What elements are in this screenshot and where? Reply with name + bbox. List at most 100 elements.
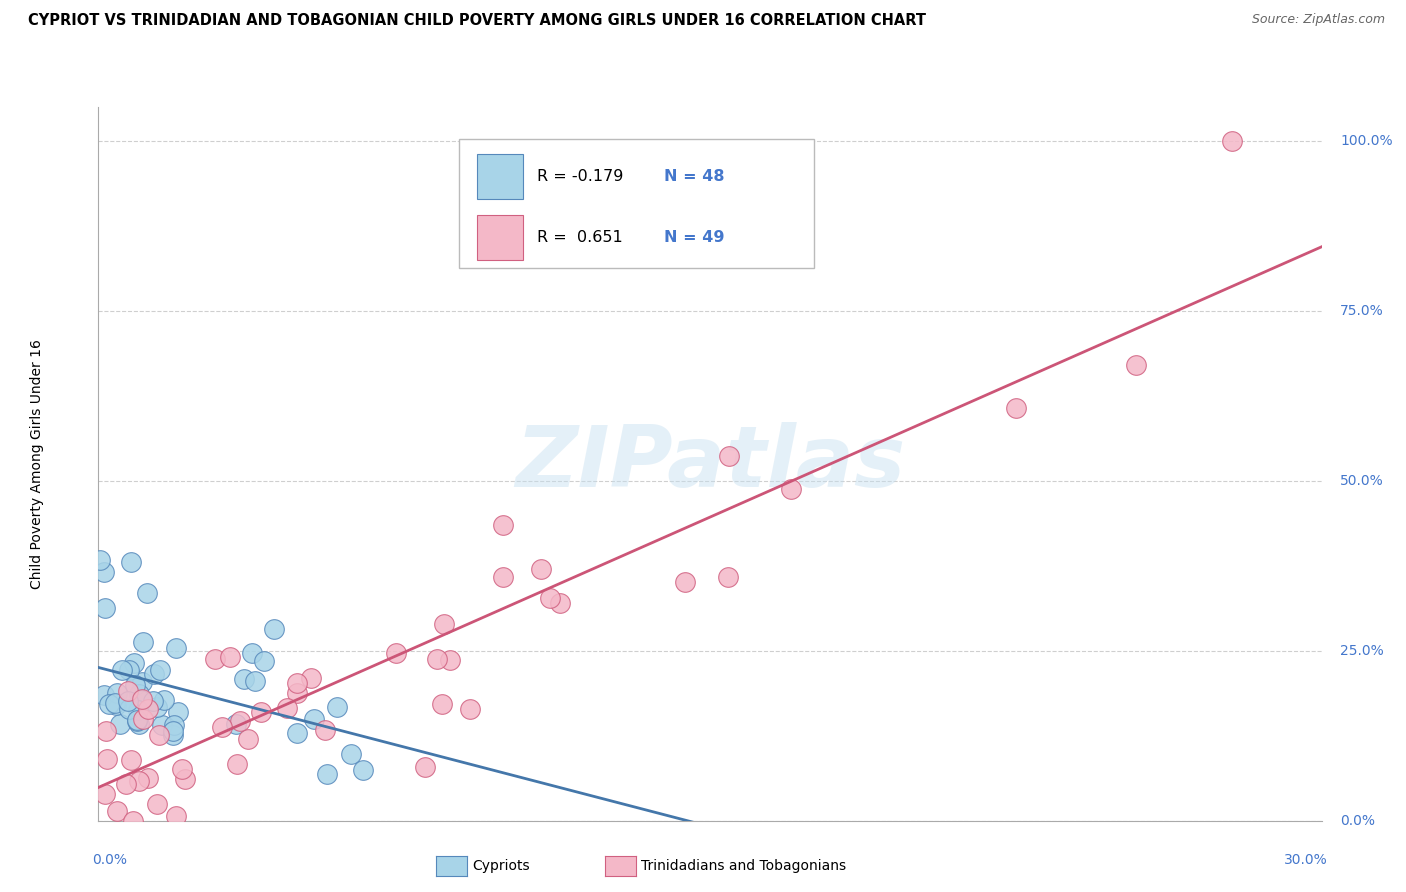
Point	[94, 724, 117, 739]
Point	[98, 697, 121, 711]
Point	[1004, 401, 1026, 416]
Point	[276, 701, 298, 715]
Text: Trinidadians and Tobagonians: Trinidadians and Tobagonians	[641, 859, 846, 873]
Point	[122, 657, 145, 671]
Point	[170, 762, 193, 776]
Point	[89, 553, 111, 567]
Point	[132, 712, 155, 726]
Text: 0.0%: 0.0%	[93, 853, 128, 867]
Point	[93, 600, 115, 615]
Point	[105, 805, 128, 819]
Point	[120, 753, 142, 767]
Point	[413, 759, 436, 773]
Point	[136, 586, 159, 600]
Point	[285, 726, 308, 740]
Point	[253, 654, 276, 668]
Point	[219, 649, 242, 664]
Point	[285, 686, 308, 700]
Point	[104, 696, 127, 710]
Point	[285, 675, 308, 690]
Point	[236, 732, 259, 747]
Text: CYPRIOT VS TRINIDADIAN AND TOBAGONIAN CHILD POVERTY AMONG GIRLS UNDER 16 CORRELA: CYPRIOT VS TRINIDADIAN AND TOBAGONIAN CH…	[28, 13, 927, 29]
Point	[204, 652, 226, 666]
Point	[93, 565, 115, 579]
Text: R =  0.651: R = 0.651	[537, 230, 623, 244]
Point	[124, 678, 146, 692]
Point	[96, 751, 118, 765]
Point	[142, 666, 165, 681]
Point	[129, 693, 152, 707]
Point	[1220, 134, 1243, 148]
Point	[339, 747, 361, 761]
FancyBboxPatch shape	[460, 139, 814, 268]
Point	[439, 653, 461, 667]
Point	[433, 617, 456, 632]
Point	[149, 663, 172, 677]
Text: 75.0%: 75.0%	[1340, 304, 1384, 318]
Text: N = 48: N = 48	[664, 169, 724, 184]
Point	[165, 809, 187, 823]
Point	[131, 674, 153, 689]
Point	[211, 720, 233, 734]
Text: Child Poverty Among Girls Under 16: Child Poverty Among Girls Under 16	[31, 339, 44, 589]
Point	[314, 723, 336, 737]
FancyBboxPatch shape	[477, 154, 523, 199]
Point	[717, 449, 740, 463]
Point	[117, 693, 139, 707]
Point	[125, 714, 148, 729]
Text: R = -0.179: R = -0.179	[537, 169, 624, 184]
Text: ZIPatlas: ZIPatlas	[515, 422, 905, 506]
Point	[426, 652, 449, 666]
Point	[153, 692, 176, 706]
Point	[245, 674, 267, 689]
Point	[128, 687, 150, 701]
Text: Source: ZipAtlas.com: Source: ZipAtlas.com	[1251, 13, 1385, 27]
Point	[163, 718, 186, 732]
Point	[127, 713, 149, 727]
FancyBboxPatch shape	[477, 215, 523, 260]
Point	[128, 773, 150, 788]
Point	[142, 694, 165, 708]
Point	[120, 555, 142, 569]
Point	[131, 692, 153, 706]
Point	[93, 688, 115, 702]
Point	[128, 717, 150, 731]
Point	[548, 597, 571, 611]
Point	[110, 717, 132, 731]
Point	[136, 702, 159, 716]
Point	[492, 518, 515, 533]
Point	[240, 646, 263, 660]
Point	[1125, 358, 1147, 372]
Point	[148, 727, 170, 741]
Point	[225, 716, 247, 731]
Point	[136, 771, 159, 785]
Point	[111, 663, 134, 677]
Text: 100.0%: 100.0%	[1340, 134, 1392, 148]
Text: Cypriots: Cypriots	[472, 859, 530, 873]
Point	[165, 641, 187, 656]
Point	[717, 570, 740, 584]
Point	[118, 663, 141, 677]
Text: 25.0%: 25.0%	[1340, 644, 1384, 657]
Text: 50.0%: 50.0%	[1340, 474, 1384, 488]
Point	[458, 702, 481, 716]
Point	[228, 714, 250, 729]
Point	[118, 702, 141, 716]
Point	[104, 698, 127, 713]
Text: 0.0%: 0.0%	[1340, 814, 1375, 828]
Point	[162, 728, 184, 742]
Point	[162, 723, 184, 738]
Point	[302, 712, 325, 726]
Point	[315, 766, 337, 780]
Point	[538, 591, 561, 606]
Point	[492, 569, 515, 583]
Point	[325, 700, 347, 714]
Point	[225, 756, 247, 771]
Point	[146, 797, 169, 811]
Point	[114, 776, 136, 790]
Point	[121, 814, 143, 828]
Point	[673, 574, 696, 589]
Point	[146, 700, 169, 714]
Point	[173, 772, 195, 787]
Point	[384, 646, 406, 660]
